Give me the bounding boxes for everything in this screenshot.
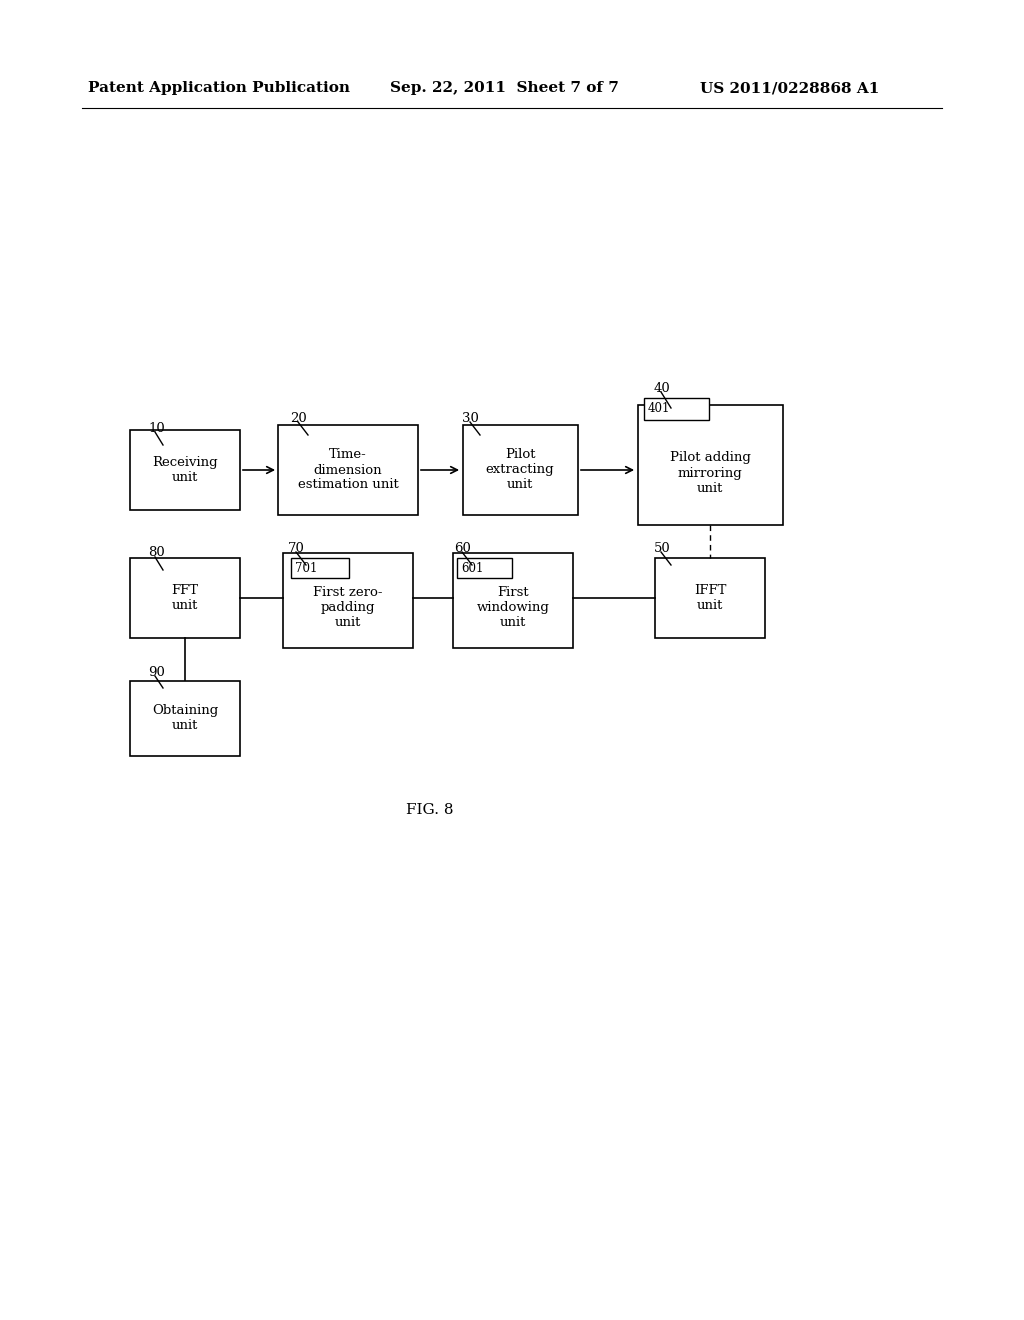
- Text: 401: 401: [648, 403, 671, 416]
- Text: First
windowing
unit: First windowing unit: [476, 586, 550, 630]
- Text: 20: 20: [290, 412, 307, 425]
- Bar: [655, 558, 765, 638]
- Bar: [463, 425, 578, 515]
- Text: FIG. 8: FIG. 8: [407, 803, 454, 817]
- Text: 60: 60: [454, 541, 471, 554]
- Bar: [130, 430, 240, 510]
- Text: 50: 50: [654, 541, 671, 554]
- Bar: [278, 425, 418, 515]
- Text: Obtaining
unit: Obtaining unit: [152, 704, 218, 733]
- Text: Patent Application Publication: Patent Application Publication: [88, 81, 350, 95]
- Text: First zero-
padding
unit: First zero- padding unit: [313, 586, 383, 630]
- Text: 10: 10: [148, 421, 165, 434]
- Bar: [291, 558, 349, 578]
- Bar: [644, 399, 709, 420]
- Text: Receiving
unit: Receiving unit: [153, 455, 218, 484]
- Text: IFFT
unit: IFFT unit: [694, 583, 726, 612]
- Text: US 2011/0228868 A1: US 2011/0228868 A1: [700, 81, 880, 95]
- Text: Time-
dimension
estimation unit: Time- dimension estimation unit: [298, 449, 398, 491]
- Text: 40: 40: [654, 381, 671, 395]
- Text: Pilot adding
mirroring
unit: Pilot adding mirroring unit: [670, 451, 751, 495]
- Text: 30: 30: [462, 412, 479, 425]
- Text: 70: 70: [288, 541, 305, 554]
- Bar: [283, 553, 413, 648]
- Text: 701: 701: [295, 561, 317, 574]
- Text: 90: 90: [148, 665, 165, 678]
- Text: Pilot
extracting
unit: Pilot extracting unit: [485, 449, 554, 491]
- Bar: [638, 405, 782, 525]
- Bar: [453, 553, 573, 648]
- Text: 80: 80: [148, 546, 165, 560]
- Bar: [130, 558, 240, 638]
- Text: Sep. 22, 2011  Sheet 7 of 7: Sep. 22, 2011 Sheet 7 of 7: [390, 81, 618, 95]
- Text: 601: 601: [461, 561, 483, 574]
- Bar: [130, 681, 240, 755]
- Bar: [457, 558, 512, 578]
- Text: FFT
unit: FFT unit: [171, 583, 199, 612]
